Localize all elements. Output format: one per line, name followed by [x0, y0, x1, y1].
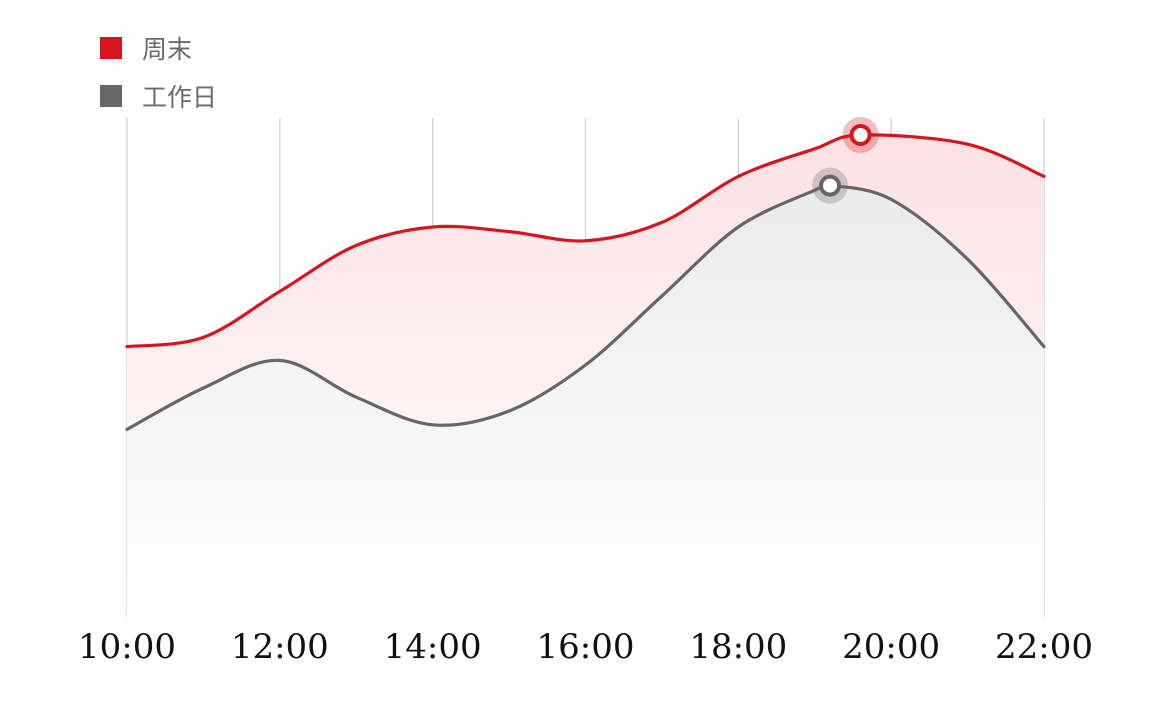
x-tick-label: 14:00 — [384, 627, 482, 667]
x-tick-label: 10:00 — [78, 627, 176, 667]
chart-legend: 周末 工作日 — [100, 24, 217, 120]
x-tick-label: 16:00 — [537, 627, 635, 667]
x-tick-label: 22:00 — [995, 627, 1093, 667]
peak-point — [849, 124, 872, 146]
x-tick-label: 18:00 — [689, 627, 787, 667]
x-tick-label: 20:00 — [842, 627, 940, 667]
legend-swatch — [100, 85, 122, 107]
legend-item: 工作日 — [100, 72, 217, 120]
legend-item: 周末 — [100, 24, 217, 72]
peak-point — [819, 174, 842, 197]
legend-swatch — [100, 37, 122, 59]
area-工作日 — [127, 184, 1044, 618]
x-tick-label: 12:00 — [231, 627, 329, 667]
legend-label: 工作日 — [142, 83, 218, 112]
line-工作日 — [125, 182, 1046, 431]
legend-label: 周末 — [142, 35, 193, 64]
